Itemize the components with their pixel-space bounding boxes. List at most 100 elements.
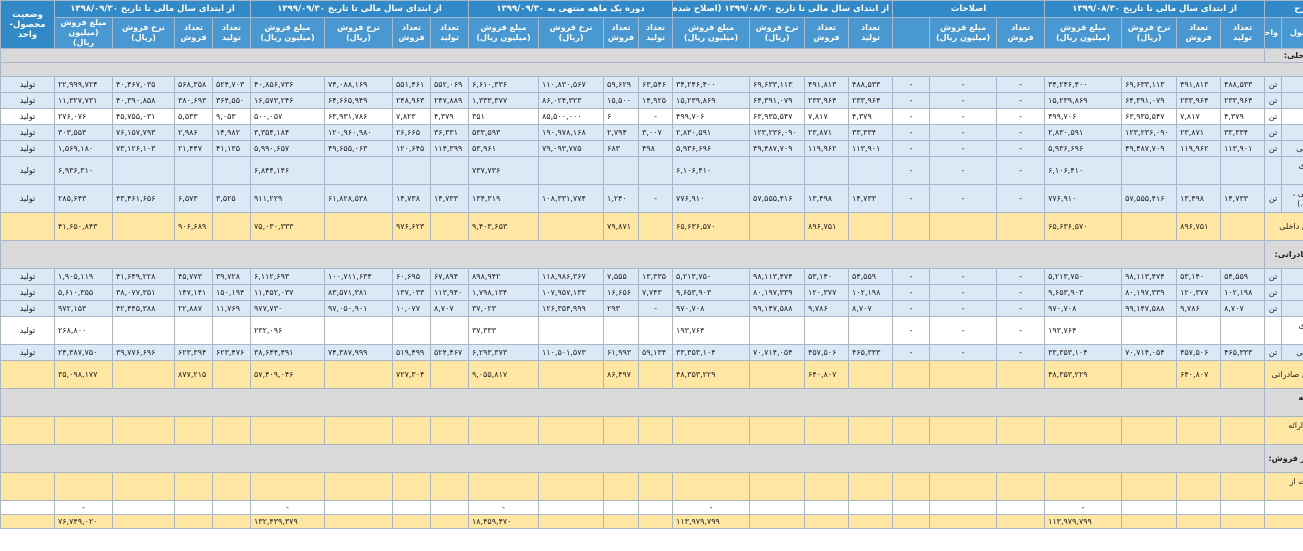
- value-cell: [1121, 472, 1178, 501]
- value-cell: ۱۰۷,۹۵۷,۱۳۳: [538, 284, 605, 301]
- value-cell: [392, 316, 431, 345]
- value-cell: [848, 212, 894, 241]
- value-cell: [392, 500, 431, 515]
- value-cell: ۲۴,۳۸۷,۷۵۰: [54, 344, 113, 361]
- value-cell: ۱۱۸,۹۸۶,۳۶۷: [538, 268, 605, 285]
- value-cell: ۱۴,۹۸۲: [212, 124, 251, 141]
- value-cell: ۳۸,۶۴۴,۴۹۱: [250, 344, 325, 361]
- value-cell: ۴,۳۷۹: [848, 108, 894, 125]
- product-status: تولید: [0, 316, 55, 345]
- unit-cell: تن: [1264, 300, 1283, 317]
- product-status: [0, 360, 55, 389]
- value-cell: [848, 500, 894, 515]
- value-cell: ۶: [603, 108, 640, 125]
- value-cell: ۵,۲۱۳,۷۵۰: [672, 268, 751, 285]
- product-status: تولید: [0, 184, 55, 213]
- table-row: فرآورده های جانبی۱۹۳,۷۶۴---۱۹۳,۷۶۴۳۷,۳۳۳…: [0, 316, 1303, 345]
- value-cell: ۱۱,۷۶۹: [212, 300, 251, 317]
- value-cell: [112, 514, 175, 529]
- table-row: میلگردتن۱۰۲,۱۹۸۱۲۰,۳۷۷۸۰,۱۹۷,۳۳۹۹,۶۵۳,۹۰…: [0, 284, 1303, 301]
- value-cell: [538, 156, 605, 185]
- value-cell: -: [1044, 500, 1123, 515]
- value-cell: ۸۹۶,۷۵۱: [804, 212, 850, 241]
- value-cell: ۹۱۱,۲۲۹: [250, 184, 325, 213]
- value-cell: [212, 156, 251, 185]
- section-title: درآمد ارائه خدمات:: [1264, 388, 1303, 417]
- column-header: تعداد تولید: [430, 17, 469, 49]
- row-label: جمع فروش داخلی: [1264, 212, 1303, 241]
- value-cell: [638, 472, 674, 501]
- value-cell: [749, 416, 806, 445]
- value-cell: ۵۷,۵۵۵,۴۱۶: [1121, 184, 1178, 213]
- value-cell: ۷۰,۷۱۴,۰۵۴: [1121, 344, 1178, 361]
- value-cell: ۱۳۲,۴۳۹,۳۷۹: [250, 514, 325, 529]
- value-cell: ۱۳,۴۹۸: [1176, 184, 1222, 213]
- unit-cell: تن: [1264, 268, 1283, 285]
- value-cell: ۴۸۸,۵۳۳: [1220, 76, 1266, 93]
- value-cell: [929, 416, 998, 445]
- value-cell: ۳۷,۳۳۳: [467, 316, 540, 345]
- value-cell: ۲۳۳,۹۶۴: [804, 92, 850, 109]
- value-cell: [250, 472, 325, 501]
- value-cell: ۷۶,۱۵۷,۷۹۳: [112, 124, 175, 141]
- value-cell: ۱۵,۵۰۰: [603, 92, 640, 109]
- value-cell: ۴,۳۷۹: [430, 108, 469, 125]
- column-header: نرخ فروش (ریال): [749, 17, 806, 49]
- value-cell: ۲۴۸,۹۶۳: [392, 92, 431, 109]
- value-cell: ۱۲۰,۹۶۰,۹۸۰: [324, 124, 393, 141]
- row-label: جمع: [1264, 514, 1303, 529]
- value-cell: [538, 500, 605, 515]
- value-cell: ۱۱,۴۵۲,۰۳۷: [250, 284, 325, 301]
- value-cell: ۴۹۹,۷۰۶: [1044, 108, 1123, 125]
- value-cell: ۵۱۹,۴۹۹: [392, 344, 431, 361]
- spacer-row: [0, 62, 1303, 77]
- value-cell: ۴۶۵,۳۳۳: [848, 344, 894, 361]
- column-header: تعداد فروش: [603, 17, 640, 49]
- product-status: تولید: [0, 156, 55, 185]
- column-header: تعداد تولید: [638, 17, 674, 49]
- value-cell: [430, 472, 469, 501]
- value-cell: ۲۲,۸۸۷: [174, 300, 213, 317]
- header-group: وضعیت محصول-واحد: [0, 0, 55, 49]
- value-cell: ۴۲,۴۴۵,۳۸۸: [112, 300, 175, 317]
- value-cell: [174, 472, 213, 501]
- value-cell: ۹۷۶,۶۲۳: [392, 212, 431, 241]
- value-cell: [392, 156, 431, 185]
- value-cell: [324, 500, 393, 515]
- value-cell: ۸,۷۰۷: [848, 300, 894, 317]
- value-cell: [1044, 472, 1123, 501]
- column-header: نرخ فروش (ریال): [538, 17, 605, 49]
- header-group: از ابتدای سال مالی تا تاریخ ۱۳۹۹/۰۸/۳۰: [1044, 0, 1266, 18]
- value-cell: [638, 416, 674, 445]
- value-cell: [892, 212, 931, 241]
- section-filler: [0, 388, 1266, 417]
- value-cell: -: [996, 92, 1046, 109]
- value-cell: ۵,۹۳۶,۶۹۶: [1044, 140, 1123, 157]
- unit-cell: تن: [1264, 184, 1283, 213]
- value-cell: ۴۸,۳۵۳,۲۲۹: [1044, 360, 1123, 389]
- value-cell: ۶۳,۹۳۵,۵۴۷: [1121, 108, 1178, 125]
- value-cell: ۱۴,۹۲۵: [638, 92, 674, 109]
- value-cell: ۸۹۶,۷۵۱: [1176, 212, 1222, 241]
- value-cell: ۲۱,۴۴۷: [174, 140, 213, 157]
- unit-cell: تن: [1264, 140, 1283, 157]
- value-cell: [174, 316, 213, 345]
- table-row: تیرآهنتن۴۸۸,۵۳۳۴۹۱,۸۱۳۶۹,۶۳۳,۱۱۳۳۴,۲۴۶,۴…: [0, 76, 1303, 93]
- product-status: [0, 416, 55, 445]
- value-cell: ۹۹,۱۴۷,۵۸۸: [1121, 300, 1178, 317]
- value-cell: [430, 360, 469, 389]
- value-cell: [672, 472, 751, 501]
- value-cell: ۹۸,۱۱۳,۴۷۴: [1121, 268, 1178, 285]
- value-cell: ۶,۶۱۰,۳۳۶: [467, 76, 540, 93]
- value-cell: ۵,۶۱۰,۳۵۵: [54, 284, 113, 301]
- value-cell: ۲۸۵,۶۴۳: [54, 184, 113, 213]
- value-cell: [929, 360, 998, 389]
- value-cell: [1220, 316, 1266, 345]
- value-cell: [892, 514, 931, 529]
- column-header: نرخ فروش (ریال): [112, 17, 175, 49]
- value-cell: ۸۳,۵۷۱,۳۸۱: [324, 284, 393, 301]
- value-cell: [212, 500, 251, 515]
- value-cell: [749, 472, 806, 501]
- value-cell: ۱۶,۶۵۶: [603, 284, 640, 301]
- value-cell: ۹۷۷,۷۳۰: [250, 300, 325, 317]
